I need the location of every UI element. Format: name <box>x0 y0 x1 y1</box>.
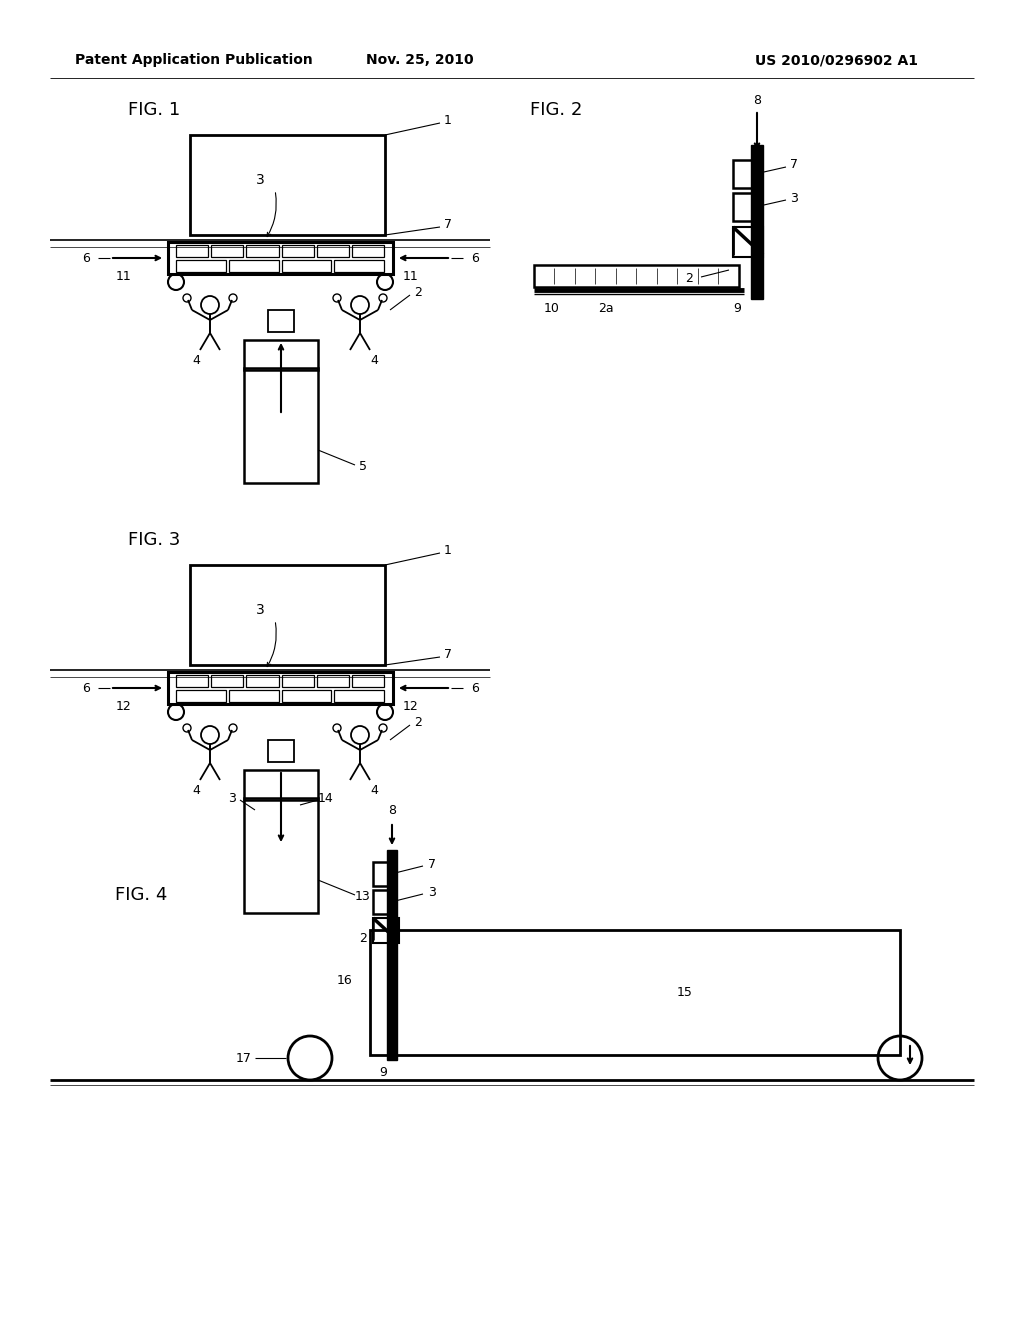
Text: 6: 6 <box>82 252 90 264</box>
Bar <box>316 675 349 686</box>
Text: 4: 4 <box>370 354 378 367</box>
Text: 15: 15 <box>677 986 693 998</box>
Text: Nov. 25, 2010: Nov. 25, 2010 <box>367 53 474 67</box>
Text: 3: 3 <box>428 886 436 899</box>
Text: 6: 6 <box>471 681 479 694</box>
Bar <box>373 917 399 942</box>
Text: 6: 6 <box>471 252 479 264</box>
Text: 10: 10 <box>544 302 560 315</box>
Text: 2: 2 <box>414 285 422 298</box>
Text: 3: 3 <box>256 173 264 187</box>
Text: 9: 9 <box>379 1067 387 1080</box>
Text: 2: 2 <box>359 932 367 945</box>
Text: 1: 1 <box>444 115 452 128</box>
Bar <box>387 850 397 1060</box>
Bar <box>247 675 279 686</box>
Text: 2a: 2a <box>598 302 613 315</box>
Text: 3: 3 <box>791 191 798 205</box>
Bar <box>334 690 384 702</box>
Bar <box>211 246 244 257</box>
Text: 7: 7 <box>790 158 798 172</box>
Bar <box>190 565 385 665</box>
Bar <box>228 260 279 272</box>
Text: 1: 1 <box>444 544 452 557</box>
Text: 4: 4 <box>193 784 200 796</box>
Text: FIG. 1: FIG. 1 <box>128 102 180 119</box>
Text: 16: 16 <box>337 974 353 986</box>
Text: 11: 11 <box>403 269 419 282</box>
Bar <box>316 246 349 257</box>
Text: 8: 8 <box>388 804 396 817</box>
Bar <box>733 193 755 220</box>
Text: 7: 7 <box>444 219 452 231</box>
Text: 9: 9 <box>733 302 741 315</box>
Text: 3: 3 <box>256 603 264 616</box>
Bar <box>244 341 318 370</box>
Bar <box>228 690 279 702</box>
Text: 6: 6 <box>82 681 90 694</box>
Text: 8: 8 <box>753 94 761 107</box>
Text: FIG. 4: FIG. 4 <box>115 886 167 904</box>
Bar <box>352 675 384 686</box>
Bar <box>282 675 313 686</box>
Text: 7: 7 <box>428 858 436 870</box>
Bar <box>244 799 318 913</box>
Bar <box>282 690 331 702</box>
Bar <box>168 242 393 275</box>
Text: Patent Application Publication: Patent Application Publication <box>75 53 312 67</box>
Bar <box>370 931 900 1055</box>
Bar <box>211 675 244 686</box>
Text: 4: 4 <box>370 784 378 796</box>
Bar <box>176 246 208 257</box>
Bar <box>282 246 313 257</box>
Bar <box>334 260 384 272</box>
Text: 2: 2 <box>414 715 422 729</box>
Text: FIG. 3: FIG. 3 <box>128 531 180 549</box>
Bar <box>751 145 763 300</box>
Bar <box>168 672 393 704</box>
Text: 14: 14 <box>318 792 334 804</box>
Text: 12: 12 <box>116 700 132 713</box>
Bar <box>534 265 739 286</box>
Text: 2: 2 <box>685 272 693 285</box>
Bar <box>373 890 391 913</box>
Bar <box>352 246 384 257</box>
Bar <box>268 310 294 333</box>
Bar <box>244 770 318 800</box>
Bar <box>268 741 294 762</box>
Bar <box>282 260 331 272</box>
Text: 5: 5 <box>359 461 367 474</box>
Text: 11: 11 <box>116 269 132 282</box>
Bar <box>247 246 279 257</box>
Text: 13: 13 <box>355 891 371 903</box>
Text: FIG. 2: FIG. 2 <box>530 102 583 119</box>
Bar <box>733 160 755 187</box>
Text: 17: 17 <box>237 1052 252 1064</box>
Bar <box>733 227 763 257</box>
Text: 12: 12 <box>403 700 419 713</box>
Bar <box>190 135 385 235</box>
Text: 7: 7 <box>444 648 452 661</box>
Bar <box>373 862 391 886</box>
Bar <box>176 260 225 272</box>
Bar <box>244 368 318 483</box>
Text: US 2010/0296902 A1: US 2010/0296902 A1 <box>755 53 918 67</box>
Bar <box>176 675 208 686</box>
Text: 3: 3 <box>228 792 236 804</box>
Bar <box>176 690 225 702</box>
Text: 4: 4 <box>193 354 200 367</box>
